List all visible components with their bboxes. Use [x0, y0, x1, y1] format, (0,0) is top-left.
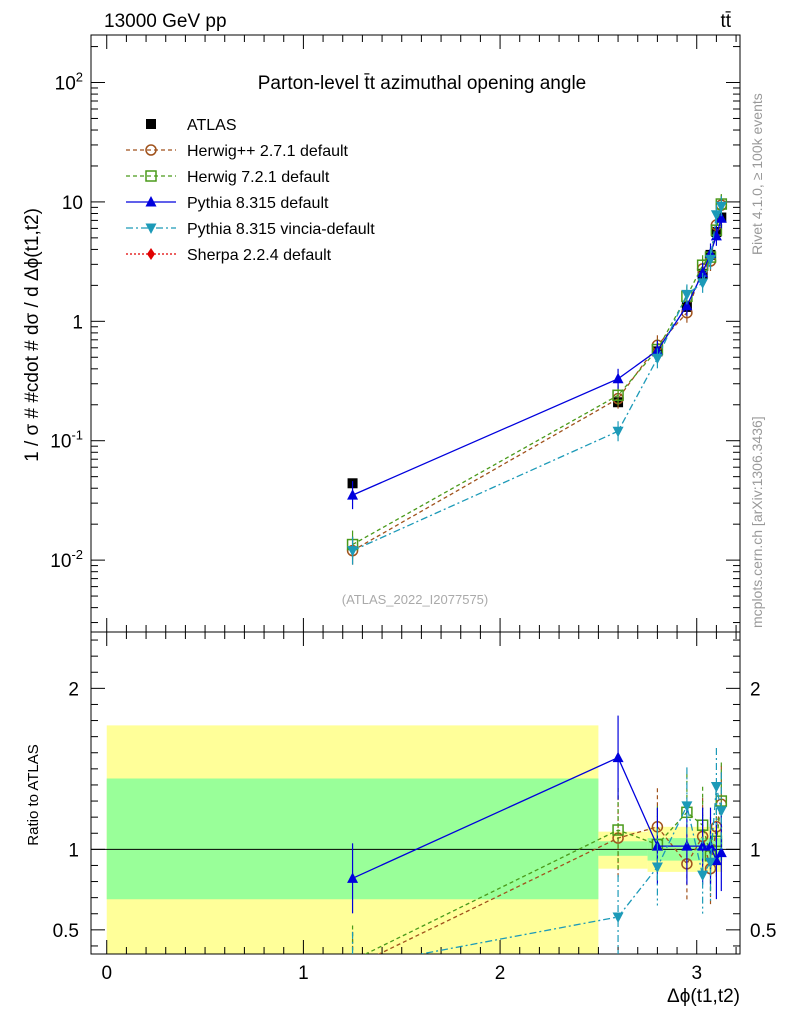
ratio-y-tick-label: 1	[68, 840, 79, 861]
x-axis-label: Δϕ(t1,t2)	[667, 986, 740, 1007]
ratio-data-point	[612, 824, 624, 836]
legend-entry: Sherpa 2.2.4 default	[126, 247, 332, 264]
ratio-y-tick-label: 0.5	[53, 921, 79, 942]
series-line	[352, 218, 722, 496]
ratio-data-point	[612, 751, 624, 763]
data-point	[697, 266, 709, 278]
chart-title: Parton-level t̄t azimuthal opening angle	[258, 73, 586, 94]
inner-uncertainty-band-1	[598, 841, 648, 856]
data-point	[347, 489, 359, 500]
ratio-data-point	[651, 862, 663, 874]
ratio-data-point	[612, 912, 624, 923]
legend-marker	[145, 196, 157, 207]
x-tick-label: 2	[495, 963, 506, 984]
ratio-series-line	[377, 804, 722, 954]
ratio-series-line	[417, 786, 722, 954]
rivet-version-label: Rivet 4.1.0, ≥ 100k events	[749, 93, 765, 255]
series-0	[347, 212, 727, 489]
series-2	[346, 194, 728, 559]
series-4	[347, 196, 727, 565]
ratio-y-tick-label: 2	[68, 679, 79, 700]
y-tick-label: 102	[55, 70, 83, 95]
legend-label: Sherpa 2.2.4 default	[187, 247, 332, 264]
ratio-data-point	[697, 870, 709, 882]
legend-entry: Pythia 8.315 vincia-default	[126, 221, 375, 238]
ratio-series-line	[364, 800, 722, 954]
x-tick-label: 0	[101, 963, 112, 984]
ratio-data-point	[715, 846, 727, 858]
legend-marker	[145, 223, 157, 234]
ratio-data-point	[348, 962, 358, 972]
analysis-watermark: (ATLAS_2022_I2077575)	[342, 592, 488, 607]
legend-label: Herwig++ 2.7.1 default	[187, 143, 349, 160]
series-line	[352, 204, 722, 552]
y-tick-label: 1	[72, 312, 83, 333]
legend-label: Herwig 7.2.1 default	[187, 169, 330, 186]
series-line	[352, 203, 722, 546]
data-point	[705, 254, 716, 266]
ratio-y-tick-label-right: 1	[750, 840, 761, 861]
y-tick-label: 10-2	[50, 547, 83, 572]
ratio-data-point	[348, 955, 358, 965]
series-line	[352, 205, 722, 552]
ratio-y-tick-label-right: 2	[750, 679, 761, 700]
ratio-data-point	[681, 801, 693, 812]
y-axis-label: 1 / σ # #cdot # dσ / d Δϕ(t1,t2)	[22, 208, 43, 462]
ratio-data-point	[697, 840, 709, 851]
ratio-data-point	[710, 782, 722, 793]
data-point	[612, 389, 624, 402]
uncertainty-bands	[106, 725, 723, 954]
data-point	[612, 372, 624, 384]
series-1	[346, 195, 728, 565]
energy-label: 13000 GeV pp	[104, 11, 227, 32]
legend: ATLAS Herwig++ 2.7.1 default Herwig 7.2.1 …	[126, 117, 375, 264]
x-tick-label: 3	[691, 963, 702, 984]
data-point	[681, 289, 693, 301]
legend-marker	[145, 144, 157, 156]
series-3	[347, 208, 727, 510]
y-tick-label: 10	[62, 193, 83, 214]
data-point	[612, 426, 624, 438]
ratio-y-tick-label-right: 0.5	[750, 921, 776, 942]
data-point	[347, 546, 359, 557]
x-tick-label: 1	[298, 963, 309, 984]
data-point	[651, 353, 663, 365]
legend-label: Pythia 8.315 vincia-default	[187, 221, 375, 238]
legend-entry: Herwig++ 2.7.1 default	[126, 143, 349, 160]
ratio-data-point	[681, 840, 693, 851]
legend-entry: Pythia 8.315 default	[126, 195, 329, 212]
legend-entry: Herwig 7.2.1 default	[126, 169, 330, 186]
ratio-data-point	[710, 854, 722, 866]
ratio-data-point	[347, 872, 359, 883]
legend-label: Pythia 8.315 default	[187, 195, 329, 212]
data-point	[715, 212, 727, 223]
data-point	[710, 210, 722, 221]
legend-marker	[147, 248, 155, 260]
legend-label: ATLAS	[187, 117, 237, 134]
ratio-data-point	[715, 806, 727, 817]
ratio-series-4	[347, 748, 727, 973]
data-point	[681, 299, 693, 311]
legend-entry: ATLAS	[146, 117, 237, 134]
legend-marker	[145, 170, 157, 182]
ratio-y-axis-label: Ratio to ATLAS	[25, 744, 42, 845]
data-point	[715, 201, 727, 213]
ratio-data-point	[347, 962, 358, 973]
data-point	[697, 278, 709, 289]
ratio-plot-frame	[90, 631, 741, 955]
y-tick-label: 10-1	[50, 428, 83, 453]
legend-marker	[146, 119, 156, 129]
ratio-data-point	[705, 857, 716, 869]
mcplots-source-label: mcplots.cern.ch [arXiv:1306.3436]	[749, 416, 765, 628]
process-label: tt̄	[720, 11, 731, 32]
